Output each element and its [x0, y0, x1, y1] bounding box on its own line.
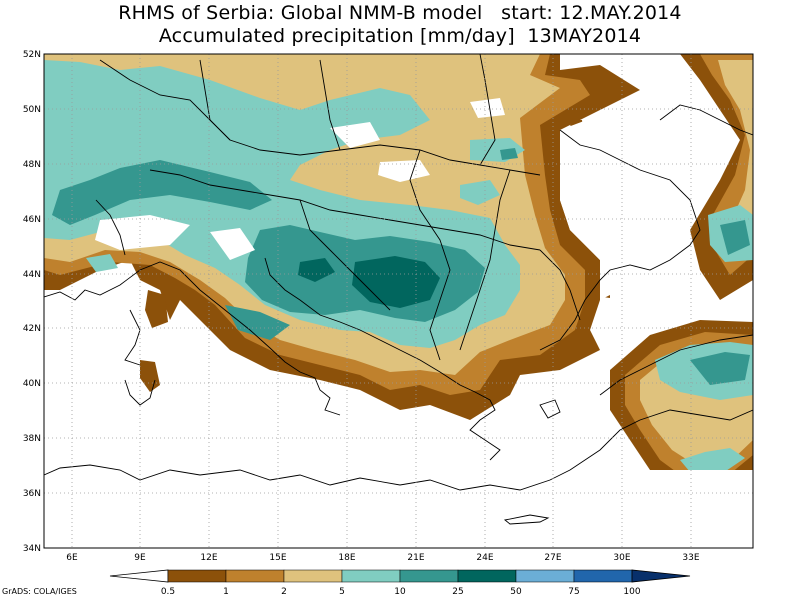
colorbar-label: 25	[452, 587, 463, 597]
map-title: RHMS of Serbia: Global NMM-B model start…	[0, 2, 800, 48]
colorbar-segment	[515, 569, 575, 583]
colorbar-segment	[573, 569, 633, 583]
title-line-2: Accumulated precipitation [mm/day] 13MAY…	[158, 25, 642, 47]
lat-label: 50N	[23, 105, 41, 115]
precip-band-dark-teal	[298, 256, 440, 308]
colorbar-segment	[167, 569, 227, 583]
colorbar	[109, 569, 691, 583]
lat-label: 52N	[23, 50, 41, 60]
lon-label: 24E	[476, 553, 493, 563]
lon-label: 6E	[66, 553, 78, 563]
lon-label: 30E	[613, 553, 630, 563]
lon-label: 27E	[544, 553, 561, 563]
colorbar-label: 100	[623, 587, 640, 597]
lat-labels: 52N 50N 48N 46N 44N 42N 40N 38N 36N 34N	[23, 50, 41, 554]
dry-areas	[44, 98, 753, 548]
lon-label: 21E	[407, 553, 424, 563]
colorbar-segment	[341, 569, 401, 583]
colorbar-segment	[225, 569, 285, 583]
colorbar-label: 2	[281, 587, 287, 597]
colorbar-labels: 0.5 1 2 5 10 25 50 75 100	[161, 587, 641, 597]
coastlines-borders	[44, 54, 753, 525]
plot-frame	[43, 53, 754, 549]
lat-label: 40N	[23, 379, 41, 389]
lat-label: 34N	[23, 544, 41, 554]
lon-label: 18E	[338, 553, 355, 563]
colorbar-label: 5	[339, 587, 345, 597]
colorbar-high-arrow	[631, 569, 691, 583]
colorbar-segment	[457, 569, 517, 583]
credit-text: GrADS: COLA/IGES	[2, 587, 77, 596]
lon-label: 15E	[269, 553, 286, 563]
title-line-1: RHMS of Serbia: Global NMM-B model start…	[118, 2, 682, 24]
colorbar-label: 10	[394, 587, 406, 597]
lat-label: 46N	[23, 215, 41, 225]
precipitation-field	[44, 54, 753, 548]
lat-label: 36N	[23, 489, 41, 499]
lat-label: 42N	[23, 324, 41, 334]
lon-label: 33E	[682, 553, 699, 563]
lat-label: 38N	[23, 434, 41, 444]
colorbar-segment	[283, 569, 343, 583]
lon-labels: 6E 9E 12E 15E 18E 21E 24E 27E 30E 33E	[66, 553, 700, 563]
colorbar-segment	[399, 569, 459, 583]
lon-label: 9E	[134, 553, 146, 563]
colorbar-low-arrow	[109, 569, 169, 583]
lon-label: 12E	[200, 553, 217, 563]
lat-label: 48N	[23, 160, 41, 170]
colorbar-label: 50	[510, 587, 522, 597]
lat-label: 44N	[23, 270, 41, 280]
colorbar-label: 1	[223, 587, 229, 597]
colorbar-label: 0.5	[161, 587, 175, 597]
colorbar-label: 75	[568, 587, 579, 597]
